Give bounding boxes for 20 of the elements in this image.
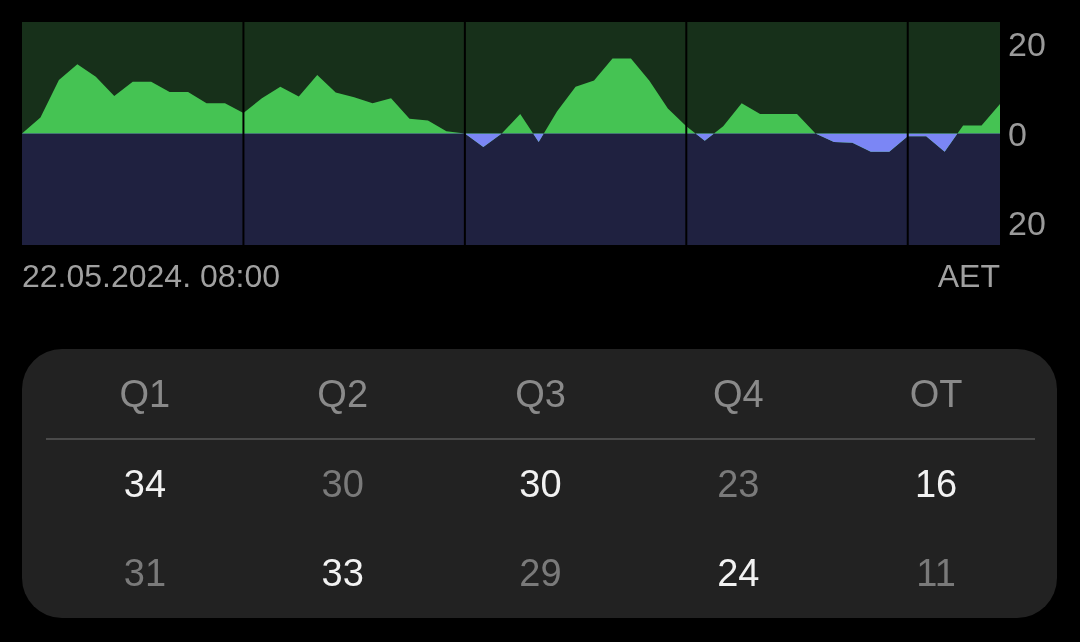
category-label: Q2 [316, 372, 370, 416]
data-label: 24 [716, 552, 761, 595]
y-tick-label: 0 [1008, 114, 1027, 153]
data-label: 30 [518, 463, 563, 506]
category-label: Q3 [514, 372, 567, 416]
data-label: 29 [518, 552, 563, 595]
text: AET [937, 258, 1000, 295]
data-label: 23 [716, 463, 761, 506]
data-label: 34 [122, 463, 168, 506]
data-label: 11 [915, 552, 957, 595]
data-label: 33 [320, 552, 365, 595]
category-label: Q4 [711, 372, 765, 416]
data-label: 16 [913, 463, 959, 506]
data-label: 30 [320, 463, 365, 506]
text: 22.05.2024. 08:00 [22, 258, 281, 295]
y-tick-label: 20 [1008, 25, 1046, 64]
y-tick-label: 20 [1008, 203, 1046, 242]
data-label: 31 [122, 552, 168, 595]
category-label: Q1 [118, 372, 172, 416]
category-label: OT [908, 372, 964, 416]
